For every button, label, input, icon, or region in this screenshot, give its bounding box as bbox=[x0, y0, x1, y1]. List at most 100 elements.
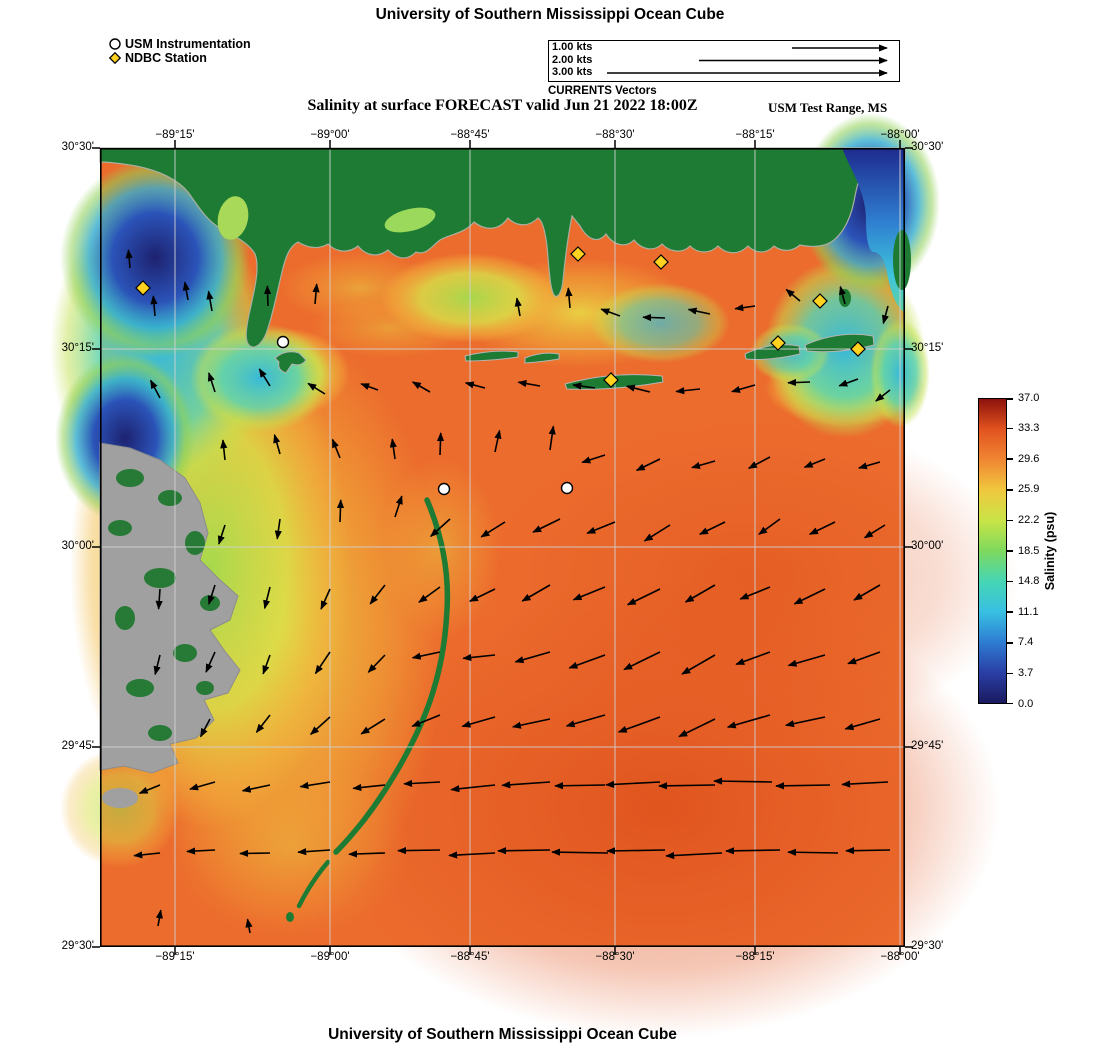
lon-tick-label: −88°30' bbox=[595, 129, 635, 141]
map-frame bbox=[50, 113, 1020, 1038]
current-vector bbox=[605, 780, 661, 788]
current-vector bbox=[803, 458, 826, 468]
current-vector bbox=[469, 588, 496, 602]
current-vector bbox=[336, 499, 345, 523]
current-vector bbox=[418, 586, 441, 603]
current-vector bbox=[572, 586, 606, 601]
current-vector bbox=[220, 439, 228, 461]
currents-key-caption: CURRENTS Vectors bbox=[548, 85, 657, 97]
salinity-field bbox=[50, 113, 1020, 1038]
marsh-land bbox=[99, 442, 241, 808]
usm-station-icon bbox=[109, 38, 121, 50]
current-vector bbox=[784, 716, 826, 728]
lon-tick-label: −89°00' bbox=[310, 951, 350, 963]
current-vector bbox=[312, 283, 320, 305]
ndbc-station-marker bbox=[850, 341, 866, 357]
lon-tick-label: −88°15' bbox=[735, 129, 775, 141]
current-vector bbox=[521, 584, 551, 602]
lat-tick-label: 29°30' bbox=[61, 940, 94, 952]
current-vector bbox=[297, 848, 331, 856]
current-vector bbox=[857, 461, 881, 470]
lon-tick-label: −88°45' bbox=[450, 951, 490, 963]
legend-item-ndbc: NDBC Station bbox=[108, 51, 251, 65]
current-vector bbox=[436, 432, 445, 456]
current-vector bbox=[847, 651, 881, 665]
current-vector bbox=[875, 389, 891, 402]
lon-tick-label: −88°00' bbox=[880, 129, 920, 141]
current-vector bbox=[665, 851, 723, 860]
current-vector bbox=[626, 588, 661, 606]
map-legend: USM Instrumentation NDBC Station bbox=[108, 37, 251, 65]
mobile-bay-water bbox=[842, 148, 905, 313]
colorbar-tick-label: 25.9 bbox=[1018, 483, 1040, 496]
colorbar-tick-label: 11.1 bbox=[1018, 605, 1039, 618]
page-title: University of Southern Mississippi Ocean… bbox=[375, 6, 725, 23]
current-vector bbox=[572, 382, 596, 390]
current-vector bbox=[217, 524, 226, 545]
current-vector bbox=[207, 372, 216, 393]
back-bay-biloxi bbox=[384, 207, 436, 233]
colorbar-tick bbox=[1007, 519, 1013, 522]
bay-islet bbox=[839, 289, 851, 307]
current-vector bbox=[480, 521, 506, 538]
lat-tick-label: 30°30' bbox=[911, 141, 944, 153]
current-vector bbox=[787, 378, 811, 387]
plot-subtitle: Salinity at surface FORECAST valid Jun 2… bbox=[307, 97, 698, 114]
current-vector bbox=[155, 909, 163, 927]
current-vector bbox=[352, 783, 386, 792]
colorbar-tick bbox=[1007, 580, 1013, 583]
current-vector bbox=[681, 654, 716, 675]
current-vector bbox=[189, 781, 216, 791]
current-vector bbox=[568, 654, 606, 669]
current-vector bbox=[735, 651, 771, 666]
current-vector bbox=[245, 918, 253, 934]
currents-key-box: 1.00 kts 2.00 kts 3.00 kts bbox=[548, 40, 900, 82]
current-vector bbox=[348, 850, 386, 858]
current-vector bbox=[863, 524, 886, 539]
colorbar-tick bbox=[1007, 702, 1013, 704]
current-vector bbox=[331, 438, 341, 459]
current-vector bbox=[155, 588, 163, 610]
colorbar: 0.0 3.7 7.4 11.1 14.8 18.5 22.2 25.9 29.6 33.3 37.… bbox=[978, 392, 1053, 710]
current-vector bbox=[241, 784, 271, 793]
currents-key-arrows bbox=[607, 44, 888, 77]
ndbc-station-marker bbox=[603, 372, 619, 388]
ndbc-station-marker bbox=[770, 335, 786, 351]
current-vector bbox=[565, 714, 606, 728]
current-vector bbox=[389, 438, 397, 460]
colorbar-tick bbox=[1007, 489, 1013, 491]
lon-tick-label: −89°00' bbox=[310, 129, 350, 141]
legend-item-usm: USM Instrumentation bbox=[108, 37, 251, 51]
chandeleur-islet bbox=[286, 912, 294, 922]
lon-tick-label: −89°15' bbox=[155, 129, 195, 141]
chandeleur-islands-south bbox=[296, 859, 331, 909]
current-vector bbox=[239, 849, 271, 857]
current-vector bbox=[205, 651, 216, 673]
station-marker-layer bbox=[135, 246, 866, 496]
current-vector bbox=[310, 716, 331, 735]
colorbar-tick-label: 22.2 bbox=[1018, 513, 1040, 526]
low-salinity-plume bbox=[590, 283, 730, 363]
current-vector bbox=[207, 584, 216, 605]
lat-tick-label: 29°45' bbox=[61, 740, 94, 752]
current-vector bbox=[532, 518, 561, 533]
current-vector bbox=[430, 518, 451, 537]
current-vector bbox=[734, 304, 756, 312]
current-vector bbox=[586, 521, 616, 534]
lat-tick-label: 30°15' bbox=[61, 342, 94, 354]
current-vector bbox=[514, 297, 522, 317]
lat-tick-label: 30°00' bbox=[61, 540, 94, 552]
ndbc-station-marker bbox=[570, 246, 586, 262]
current-vector bbox=[263, 586, 271, 610]
current-vector bbox=[758, 518, 781, 535]
current-vector bbox=[182, 281, 190, 301]
current-vector bbox=[255, 714, 271, 734]
current-vector bbox=[838, 378, 859, 387]
current-vector bbox=[274, 518, 282, 540]
current-vector bbox=[258, 368, 271, 387]
petit-bois-island bbox=[744, 344, 801, 360]
lat-tick-label: 30°30' bbox=[61, 141, 94, 153]
current-vector bbox=[606, 847, 666, 855]
colorbar-tick-label: 33.3 bbox=[1018, 422, 1040, 435]
